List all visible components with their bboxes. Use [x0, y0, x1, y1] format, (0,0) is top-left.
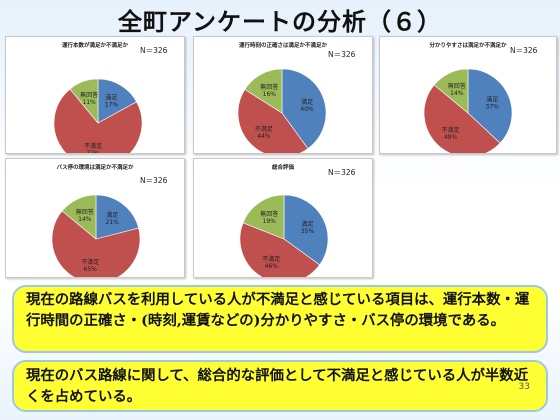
callout-text: 現在の路線バスを利用している人が不満足と感じている項目は、運行本数・運行時間の正… [26, 291, 530, 329]
summary-callout-overall-rating: 現在のバス路線に関して、総合的な評価として不満足と感じている人が半数近くを占めて… [12, 360, 548, 412]
slice-percent-label: 16% [263, 91, 277, 98]
chart-title: バス停の環境は満足か不満足か [56, 165, 134, 171]
pie-chart-clarity: 分かりやすさは満足か不満足か N＝326 満足 37% 不満足 49% 無回答 14% [379, 36, 557, 154]
slice-label: 満足 [301, 220, 313, 228]
pie-slice-dissatisfied [53, 88, 143, 153]
pie-slice-no-answer [69, 78, 99, 124]
chart-title: 運行本数が満足か不満足か [61, 43, 128, 49]
pie-slice-satisfied [467, 68, 513, 144]
sample-size-label: N＝326 [510, 46, 538, 55]
slice-percent-label: 65% [84, 266, 98, 273]
slice-label: 満足 [105, 93, 117, 101]
pie-chart-time-accuracy: 運行時刻の正確さは満足か不満足か N＝326 満足 40% 不満足 44% 無回答 16% [193, 36, 373, 154]
slice-percent-label: 14% [78, 216, 92, 223]
slice-label: 無回答 [260, 83, 278, 91]
chart-title: 運行時刻の正確さは満足か不満足か [238, 43, 327, 49]
pie-slice-satisfied [283, 194, 329, 266]
slice-label: 不満足 [262, 255, 280, 263]
slice-label: 満足 [301, 98, 313, 106]
chart-title: 分かりやすさは満足か不満足か [429, 43, 507, 49]
slice-label: 無回答 [80, 91, 98, 99]
slice-label: 不満足 [81, 258, 99, 266]
slice-label: 無回答 [260, 210, 278, 218]
slice-percent-label: 19% [263, 218, 277, 225]
pie-chart-overall-rating: 総合評価 N＝326 満足 35% 不満足 46% 無回答 19% [193, 158, 373, 278]
slice-percent-label: 49% [444, 134, 458, 141]
slide-title: 全町アンケートの分析（６） [117, 7, 443, 36]
slice-label: 不満足 [255, 125, 273, 133]
pie-slice-satisfied [97, 78, 137, 124]
slice-label: 不満足 [84, 142, 102, 150]
page-number: 33 [518, 382, 530, 392]
slice-label: 満足 [486, 96, 498, 104]
slice-percent-label: 21% [106, 219, 120, 226]
pie-chart-bus-stop-environment: バス停の環境は満足か不満足か N＝326 満足 21% 不満足 65% 無回答 14% [5, 158, 185, 278]
pie-slice-no-answer [433, 68, 469, 114]
slice-label: 無回答 [448, 82, 466, 90]
pie-slice-satisfied [95, 194, 139, 240]
slice-percent-label: 40% [300, 106, 314, 113]
pie-slice-no-answer [242, 194, 285, 240]
slice-label: 無回答 [76, 208, 94, 216]
sample-size-label: N＝326 [328, 168, 356, 177]
summary-callout-dissatisfaction-items: 現在の路線バスを利用している人が不満足と感じている項目は、運行本数・運行時間の正… [12, 285, 548, 353]
slice-percent-label: 11% [82, 99, 96, 106]
slice-percent-label: 35% [301, 228, 315, 235]
slice-percent-label: 46% [265, 263, 279, 270]
slice-percent-label: 72% [86, 150, 100, 153]
chart-title: 総合評価 [271, 165, 294, 171]
sample-size-label: N＝326 [140, 176, 168, 185]
slice-percent-label: 37% [486, 104, 500, 111]
slice-percent-label: 14% [450, 90, 464, 97]
sample-size-label: N＝326 [140, 46, 168, 55]
pie-slice-dissatisfied [423, 84, 501, 153]
slice-label: 不満足 [441, 126, 459, 134]
pie-slice-no-answer [244, 68, 283, 114]
pie-slice-dissatisfied [237, 89, 309, 153]
callout-text: 現在のバス路線に関して、総合的な評価として不満足と感じている人が半数近くを占めて… [26, 367, 529, 405]
slice-label: 満足 [106, 211, 118, 219]
pie-slice-satisfied [281, 68, 327, 150]
pie-slice-dissatisfied [51, 210, 141, 277]
pie-slice-dissatisfied [239, 222, 321, 277]
slice-percent-label: 17% [105, 101, 119, 108]
sample-size-label: N＝326 [328, 50, 356, 59]
pie-slice-no-answer [61, 194, 97, 240]
slice-percent-label: 44% [257, 133, 271, 140]
